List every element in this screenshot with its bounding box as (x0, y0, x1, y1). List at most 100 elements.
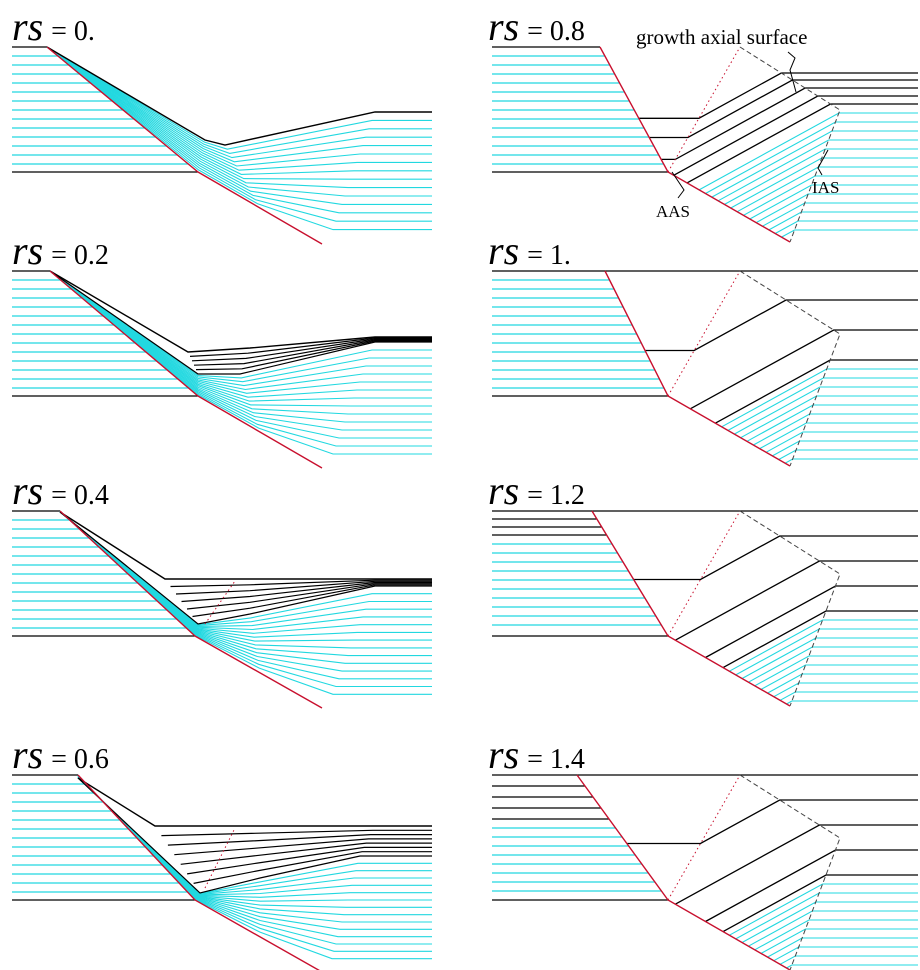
hanging-bed (78, 778, 432, 894)
inactive-axial-surface (740, 775, 840, 970)
hanging-bed (756, 194, 918, 223)
hanging-bed (742, 638, 918, 679)
panels: rs= 0.rs= 0.2rs= 0.4rs= 0.6rs= 0.8rs= 1.… (12, 4, 918, 970)
panel-label: rs = 0.6 (12, 732, 109, 777)
hanging-bed (47, 47, 432, 188)
panel-label: rs = 0.4 (12, 468, 109, 513)
hanging-bed (47, 47, 432, 221)
hanging-bed (787, 965, 919, 968)
hanging-bed (60, 511, 432, 679)
growth-bed (687, 104, 918, 183)
annotation: AAS (656, 202, 690, 221)
hanging-bed (772, 441, 918, 456)
label-value: = 0.6 (51, 744, 109, 775)
hanging-bed (50, 271, 432, 382)
active-axial-surface (668, 47, 740, 172)
label-variable: rs (488, 468, 519, 513)
panel: rs= 1. (488, 228, 918, 466)
label-variable: rs (12, 228, 43, 273)
hanging-bed (47, 47, 432, 162)
growth-bed (187, 584, 432, 609)
growth-bed (181, 843, 432, 864)
label-variable: rs (488, 732, 519, 777)
fault (592, 511, 790, 706)
hanging-bed (755, 920, 918, 950)
top-surface (60, 512, 432, 579)
top-surface (47, 47, 432, 145)
panel-label: rs = 1.4 (488, 732, 585, 777)
label-value: = 0.8 (527, 16, 585, 47)
label-value: = 0.4 (51, 480, 109, 511)
panel: rs = 0.2 (12, 228, 432, 468)
hanging-bed (761, 929, 918, 953)
hanging-bed (755, 656, 918, 686)
fault (605, 271, 790, 466)
panel-label: rs = 0.8 (488, 4, 585, 49)
active-axial-surface (668, 271, 740, 396)
hanging-bed (47, 47, 432, 158)
inactive-axial-surface (740, 511, 840, 706)
hanging-bed (729, 884, 918, 935)
top-surface (78, 778, 432, 826)
hanging-bed (775, 221, 918, 234)
hanging-bed (78, 777, 432, 894)
hanging-bed (760, 423, 918, 449)
hanging-bed (780, 956, 918, 964)
growth-bed (634, 536, 918, 580)
hanging-bed (60, 511, 432, 686)
figure: rs= 0.rs= 0.2rs= 0.4rs= 0.6rs= 0.8rs= 1.… (0, 0, 920, 970)
hanging-bed (50, 271, 432, 393)
hanging-bed (78, 778, 432, 894)
annotations: growth axial surface AAS IAS (636, 25, 839, 221)
hanging-bed (47, 47, 432, 204)
hanging-bed (779, 450, 918, 460)
growth-bed (194, 340, 432, 365)
annotation: growth axial surface (636, 25, 807, 49)
hanging-bed (766, 432, 918, 452)
hanging-bed (47, 47, 432, 230)
leader-line (818, 150, 828, 175)
panel-label: rs = 1.2 (488, 468, 585, 513)
hanging-bed (78, 775, 432, 959)
hanging-bed (774, 947, 918, 961)
panel: rs = 1.2 (488, 468, 918, 706)
hanging-bed (729, 620, 918, 671)
label-value: = 0. (51, 16, 95, 47)
label-variable: rs (488, 4, 519, 49)
label-variable: rs (12, 4, 43, 49)
hanging-bed (60, 512, 432, 630)
panel-label: rs = 0. (12, 4, 95, 49)
panel-label: rs = 0.2 (12, 228, 109, 273)
panel-label: rs= 1. (488, 228, 571, 273)
hanging-bed (742, 902, 918, 943)
hanging-bed (736, 629, 918, 675)
label-variable: rs (12, 468, 43, 513)
hanging-bed (47, 47, 432, 149)
pregrowth-top (78, 778, 432, 893)
panel: rs = 0.6 (12, 732, 432, 970)
hanging-bed (782, 230, 919, 237)
label-variable: rs (12, 732, 43, 777)
hanging-bed (734, 387, 918, 434)
label-value: = 1.4 (527, 744, 585, 775)
hanging-bed (60, 512, 432, 625)
panel: rs = 0.4 (12, 468, 432, 708)
growth-bed (645, 300, 918, 351)
growth-bed (627, 800, 918, 844)
hanging-bed (50, 271, 432, 390)
hanging-bed (47, 47, 432, 179)
inactive-axial-surface (740, 47, 840, 242)
hanging-bed (780, 692, 918, 700)
label-value: = 0.2 (51, 240, 109, 271)
hanging-bed (774, 683, 918, 697)
hanging-bed (787, 701, 919, 704)
panel: rs = 0. (12, 4, 432, 244)
hanging-bed (736, 893, 918, 939)
label-value: = 1. (527, 240, 571, 271)
growth-bed (674, 96, 918, 175)
hanging-bed (785, 459, 918, 463)
hanging-bed (78, 777, 432, 895)
hanging-bed (47, 47, 432, 166)
label-value: = 1.2 (527, 480, 585, 511)
hanging-bed (78, 776, 432, 929)
